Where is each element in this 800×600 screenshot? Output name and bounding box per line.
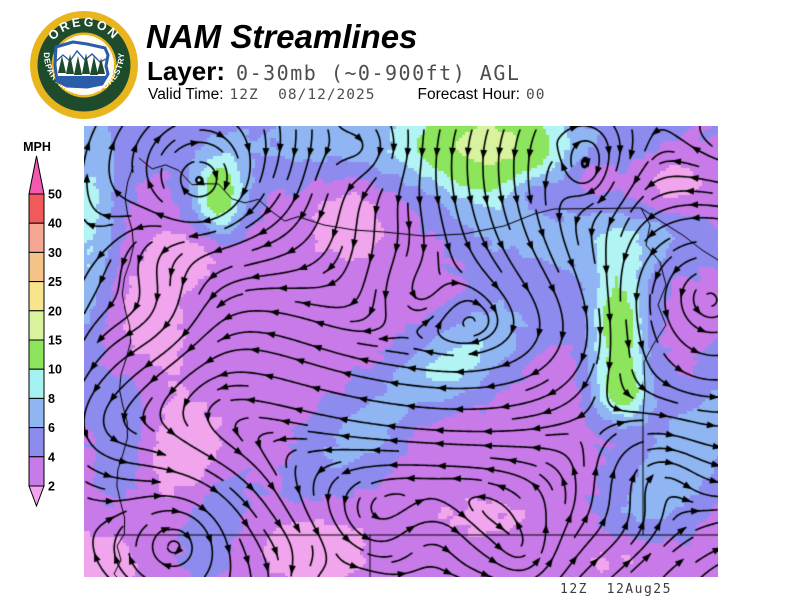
legend-color-segment: [28, 368, 45, 399]
legend-tick-label: 4: [48, 450, 55, 464]
legend-tick-label: 50: [48, 188, 62, 202]
streamline-map: [84, 126, 718, 577]
legend-colorbar: 50 40 30 25 20 15 10 8 6 4 2: [22, 150, 84, 520]
legend-tick-label: 15: [48, 334, 62, 348]
logo-water: [55, 76, 108, 87]
forecast-hour-value: 00: [526, 87, 546, 103]
legend-tick-label: 40: [48, 217, 62, 231]
legend-tick-label: 10: [48, 363, 62, 377]
legend-tick-label: 6: [48, 421, 55, 435]
legend-color-segment: [28, 193, 45, 224]
legend-colorbar-svg: 50 40 30 25 20 15 10 8 6 4 2: [28, 155, 62, 508]
legend-color-segment: [28, 222, 45, 253]
legend-tick-label: 20: [48, 304, 62, 318]
layer-value: 0-30mb (~0-900ft) AGL: [236, 61, 521, 85]
logo-mountain: [55, 49, 108, 65]
legend-tick-label: 25: [48, 275, 62, 289]
map-timestamp: 12Z 12Aug25: [560, 582, 672, 597]
forecast-hour-label: Forecast Hour:: [417, 86, 520, 103]
legend-color-segment: [28, 427, 45, 458]
logo-trees: [58, 53, 105, 75]
valid-time-label: Valid Time:: [148, 86, 224, 103]
legend-tick-label: 30: [48, 246, 62, 260]
legend-units-label: MPH: [23, 140, 51, 154]
valid-time-value: 12Z 08/12/2025: [229, 87, 376, 103]
legend-color-segment: [28, 281, 45, 312]
legend-tick-label: 8: [48, 392, 55, 406]
odf-logo: OREGON DEPARTMENT OF FORESTRY: [30, 11, 138, 119]
legend-color-segment: [28, 397, 45, 429]
layer-row: Layer: 0-30mb (~0-900ft) AGL: [147, 56, 520, 87]
legend-arrow-top: [28, 155, 45, 195]
legend-color-segment: [28, 456, 45, 487]
page-title: NAM Streamlines: [146, 18, 418, 55]
legend-color-segment: [28, 310, 45, 341]
legend-arrow-bottom: [28, 485, 45, 508]
legend-color-segment: [28, 339, 45, 370]
layer-label: Layer:: [147, 56, 226, 86]
valid-time-row: Valid Time: 12Z 08/12/2025 Forecast Hour…: [148, 86, 545, 104]
logo-emblem: [53, 40, 110, 89]
legend-color-segment: [28, 251, 45, 283]
legend-tick-label: 2: [48, 480, 55, 494]
